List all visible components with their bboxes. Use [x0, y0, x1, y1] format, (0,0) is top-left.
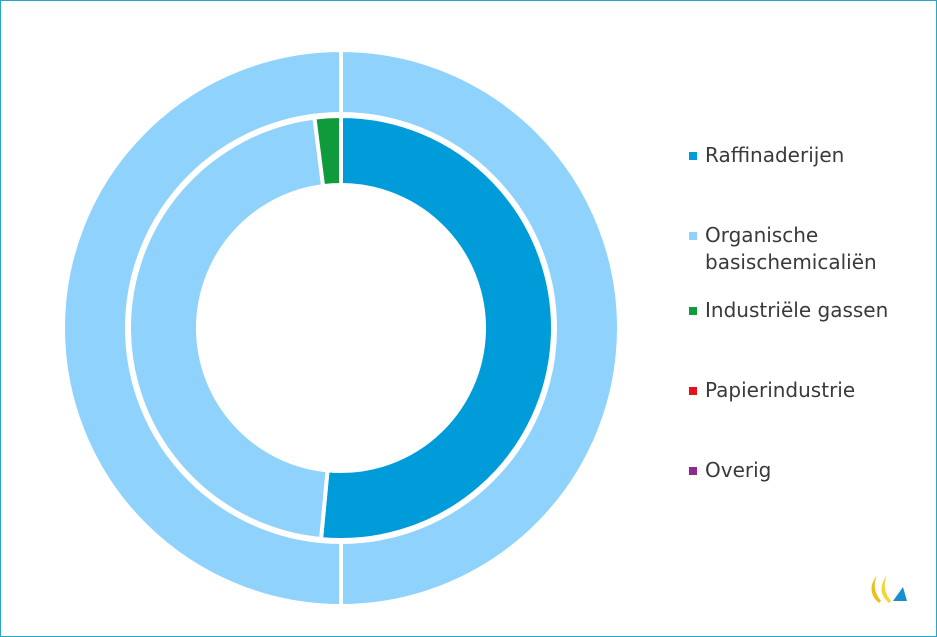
legend-item: Industriële gassen [689, 297, 919, 324]
legend-swatch [689, 152, 697, 160]
donut-segment [318, 113, 555, 542]
donut-segment [127, 115, 330, 542]
donut-segment [61, 47, 621, 609]
legend-label: Industriële gassen [705, 298, 889, 322]
legend-label: Organische basischemicaliën [705, 223, 877, 274]
logo [871, 575, 907, 603]
legend-swatch [689, 467, 697, 475]
legend-item: Organische basischemicaliën [689, 222, 919, 276]
legend-label: Raffinaderijen [705, 143, 845, 167]
legend-label: Overig [705, 458, 772, 482]
donut-segment [312, 113, 343, 189]
legend-swatch [689, 387, 697, 395]
legend-item: Overig [689, 457, 919, 484]
legend-swatch [689, 307, 697, 315]
legend-item: Papierindustrie [689, 377, 919, 404]
legend-swatch [689, 232, 697, 240]
legend-item: Raffinaderijen [689, 142, 919, 169]
legend-label: Papierindustrie [705, 378, 856, 402]
